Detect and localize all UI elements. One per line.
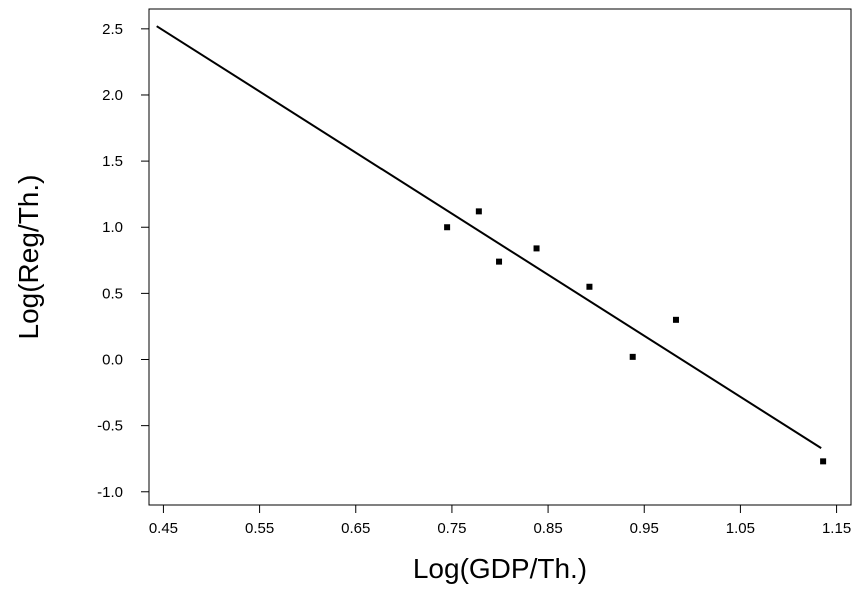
x-tick-label: 0.75: [437, 520, 466, 537]
plot-frame: [148, 8, 852, 506]
y-tick-label: 1.0: [102, 219, 123, 236]
x-tick-label: 1.05: [726, 520, 755, 537]
data-point: [672, 316, 679, 323]
y-tick-label: -0.5: [97, 418, 123, 435]
y-tick-label: 2.0: [102, 87, 123, 104]
fit-line-segment: [156, 25, 822, 449]
x-tick-label: 0.45: [149, 520, 178, 537]
x-tick-label: 1.15: [822, 520, 851, 537]
data-points: [444, 208, 827, 465]
x-axis: 0.45 0.55 0.65 0.75 0.85 0.95 1.05 1.15: [149, 505, 851, 537]
x-tick-label: 0.85: [533, 520, 562, 537]
data-point: [629, 353, 636, 360]
data-point: [586, 283, 593, 290]
x-axis-title: Log(GDP/Th.): [413, 553, 587, 584]
x-tick-label: 0.65: [341, 520, 370, 537]
x-tick-label: 0.95: [630, 520, 659, 537]
y-tick-label: 1.5: [102, 153, 123, 170]
data-point: [533, 245, 540, 252]
y-tick-label: 0.0: [102, 352, 123, 369]
x-tick-label: 0.55: [245, 520, 274, 537]
data-point: [475, 208, 482, 215]
y-tick-label: -1.0: [97, 484, 123, 501]
y-axis-title: Log(Reg/Th.): [13, 175, 44, 340]
data-point: [820, 458, 827, 465]
y-tick-label: 0.5: [102, 285, 123, 302]
data-point: [496, 258, 503, 265]
data-point: [444, 224, 451, 231]
y-tick-label: 2.5: [102, 21, 123, 38]
regression-line: [156, 25, 822, 449]
y-axis: -1.0 -0.5 0.0 0.5 1.0 1.5 2.0 2.5: [97, 21, 149, 501]
